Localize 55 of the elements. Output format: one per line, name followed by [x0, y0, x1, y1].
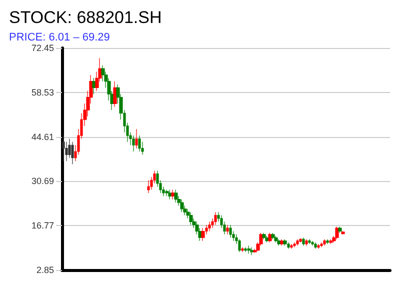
candlestick	[238, 238, 241, 252]
candlestick	[247, 245, 251, 254]
candlestick	[268, 232, 272, 243]
candlestick	[341, 230, 345, 235]
candlestick	[171, 189, 175, 200]
y-tick-label: 58.53	[31, 87, 54, 98]
candlestick	[132, 135, 135, 152]
candlestick	[250, 246, 254, 256]
candlestick	[62, 135, 65, 162]
candlestick	[317, 244, 320, 250]
chart-title: STOCK: 688201.SH	[9, 8, 162, 27]
candlestick	[299, 238, 302, 243]
candlestick	[201, 228, 205, 242]
y-tick-label: 16.77	[31, 220, 54, 231]
candlestick	[338, 226, 342, 234]
candlestick	[280, 238, 284, 246]
candlestick	[71, 142, 74, 165]
candlestick	[189, 212, 193, 226]
candlestick	[165, 189, 169, 196]
candlestick	[314, 242, 317, 250]
candlestick	[302, 237, 305, 246]
candlestick	[244, 246, 247, 252]
candlestick	[308, 238, 311, 244]
candlestick	[287, 242, 290, 250]
chart-subtitle: PRICE: 6.01 – 69.29	[9, 32, 110, 44]
candlestick	[326, 238, 329, 244]
y-tick-label: 72.45	[31, 43, 54, 53]
y-tick-label: 2.85	[36, 265, 54, 275]
candlestick	[271, 232, 275, 240]
candlestick	[208, 221, 211, 232]
candlestick	[113, 81, 117, 108]
candlestick	[296, 238, 299, 246]
candlestick	[135, 128, 138, 149]
candlestick	[214, 212, 217, 226]
candlestick	[138, 135, 141, 152]
candlestick	[241, 246, 244, 252]
candlestick	[329, 238, 333, 244]
candlestick	[168, 189, 172, 200]
candlestick	[335, 226, 339, 240]
candlestick	[290, 244, 293, 250]
candlestick	[147, 180, 150, 194]
candlestick	[323, 238, 326, 246]
candlestick	[305, 238, 308, 246]
candlestick	[226, 224, 229, 235]
candlestick	[277, 238, 281, 246]
candlestick	[229, 224, 232, 238]
candlestick	[180, 199, 184, 212]
candlestick	[283, 238, 287, 246]
candlestick	[92, 78, 96, 94]
y-tick-label: 44.61	[31, 132, 54, 142]
candlestick	[265, 236, 269, 243]
candlestick	[274, 236, 278, 243]
candlestick	[262, 232, 266, 240]
y-tick-label: 30.69	[31, 176, 54, 186]
candlestick	[174, 189, 178, 203]
